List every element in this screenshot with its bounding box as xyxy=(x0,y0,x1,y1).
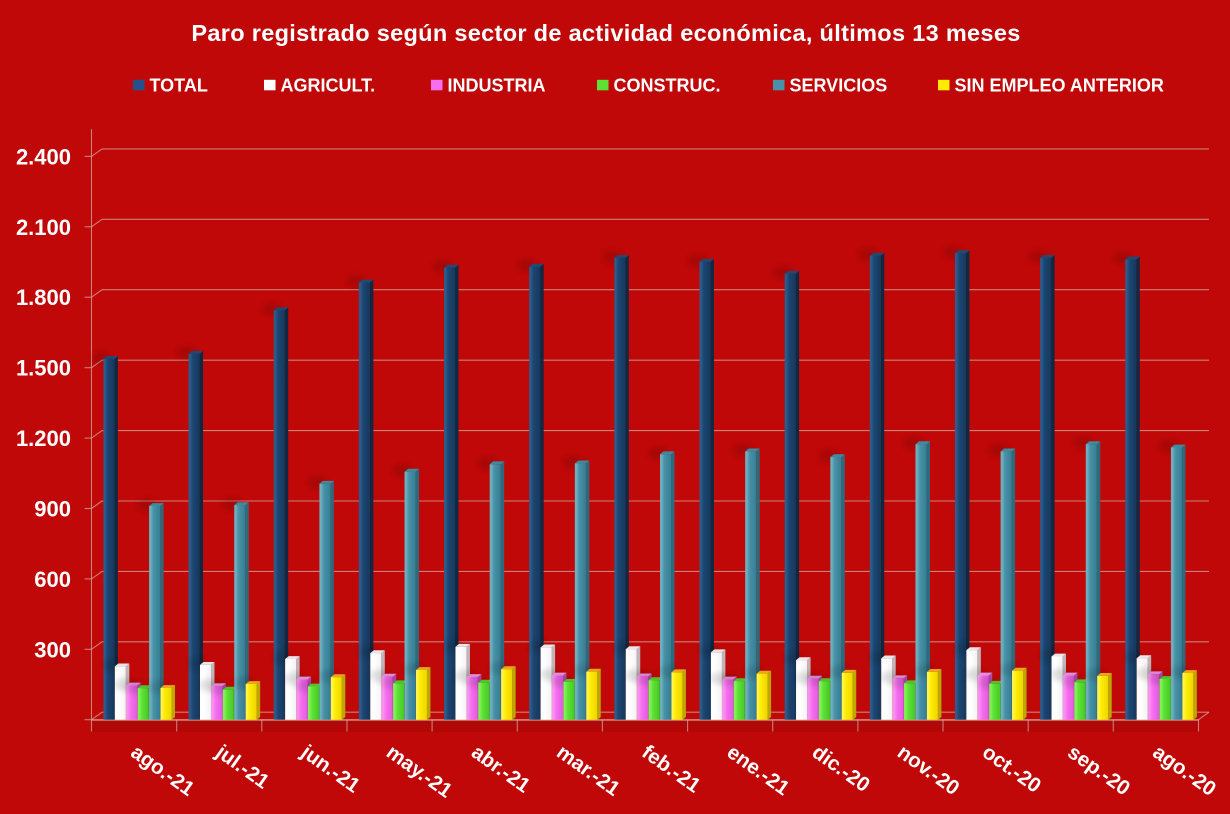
svg-text:SERVICIOS: SERVICIOS xyxy=(790,76,888,96)
svg-text:2.400: 2.400 xyxy=(16,144,71,169)
svg-text:600: 600 xyxy=(34,567,71,592)
svg-text:TOTAL: TOTAL xyxy=(150,76,208,96)
svg-text:300: 300 xyxy=(34,637,71,662)
svg-text:1.800: 1.800 xyxy=(16,285,71,310)
svg-text:CONSTRUC.: CONSTRUC. xyxy=(614,76,721,96)
svg-text:900: 900 xyxy=(34,497,71,522)
svg-text:1.500: 1.500 xyxy=(16,356,71,381)
svg-text:AGRICULT.: AGRICULT. xyxy=(281,76,376,96)
svg-text:1.200: 1.200 xyxy=(16,426,71,451)
svg-text:2.100: 2.100 xyxy=(16,215,71,240)
svg-text:Paro registrado según sector d: Paro registrado según sector de activida… xyxy=(191,20,1020,46)
svg-text:SIN EMPLEO ANTERIOR: SIN EMPLEO ANTERIOR xyxy=(955,76,1164,96)
svg-text:INDUSTRIA: INDUSTRIA xyxy=(448,76,546,96)
